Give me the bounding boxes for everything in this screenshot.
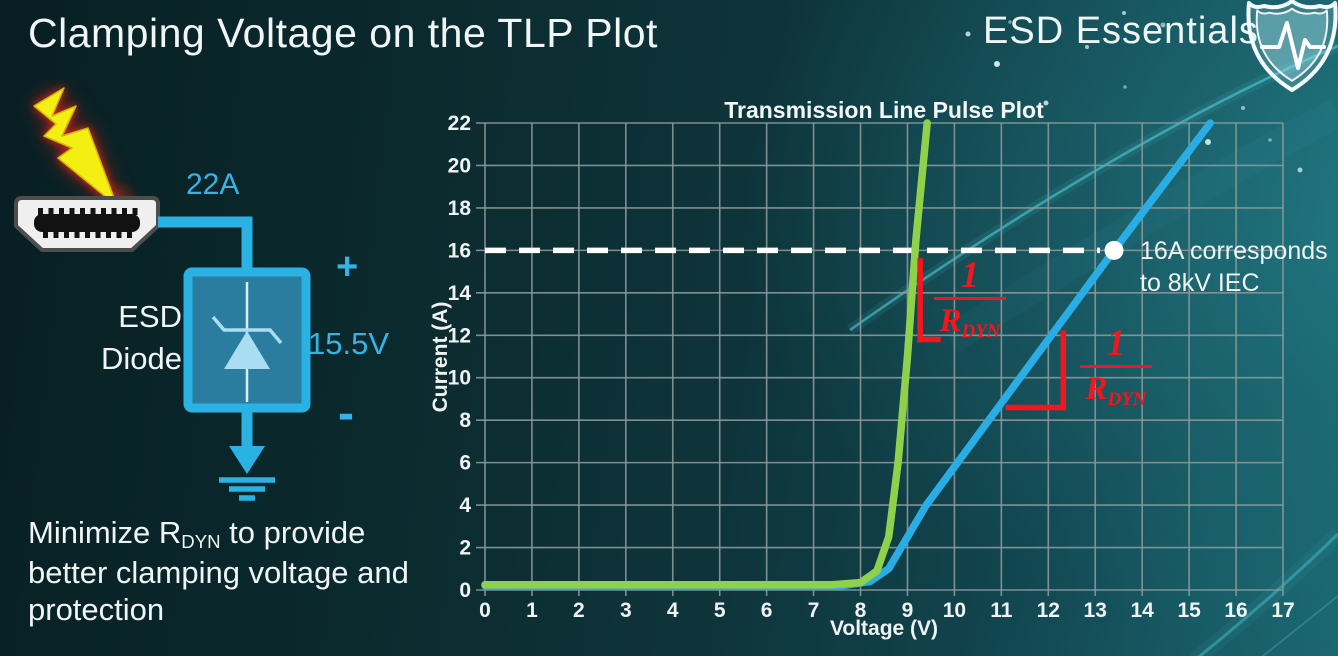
rdyn-denominator-sub: DYN [961,321,1001,342]
wire [158,216,253,273]
y-tick-label: 0 [459,579,471,602]
y-tick-label: 12 [448,324,471,347]
x-tick-label: 2 [573,599,585,622]
esd-diode-label: ESD Diode [58,296,182,380]
threshold-marker-dot [1104,240,1124,260]
x-axis-title: Voltage (V) [830,617,938,640]
x-tick-label: 0 [479,599,491,622]
x-tick-label: 15 [1177,599,1201,622]
caption-lead: Minimize R [28,515,182,550]
y-tick-label: 18 [448,197,472,220]
x-tick-label: 1 [526,599,538,622]
surge-current-label: 22A [186,168,240,201]
takeaway-caption: Minimize RDYN to provide better clamping… [28,514,440,629]
x-tick-label: 12 [1037,599,1060,622]
brand-name: ESD Essentials [983,10,1259,52]
rdyn-fraction-blue: 1 RDYN [1080,324,1152,419]
swoosh-bottom-2 [1261,595,1338,656]
tvs-diode-symbol [183,267,311,413]
page-title: Clamping Voltage on the TLP Plot [28,10,658,56]
y-tick-label: 16 [448,239,471,262]
y-tick-label: 2 [459,537,471,560]
y-tick-label: 8 [459,409,471,432]
y-tick-label: 4 [459,494,471,517]
tlp-plot: 0 1 2 3 4 5 6 7 8 9 10 11 12 13 14 15 16 1702468101214161… [430,97,1328,640]
x-tick-label: 17 [1271,599,1294,622]
swoosh-bottom [1197,532,1338,656]
x-tick-label: 5 [714,599,726,622]
x-tick-label: 3 [620,599,632,622]
x-tick-label: 11 [990,599,1013,622]
marker-note-line2: to 8kV IEC [1140,269,1260,297]
y-tick-label: 14 [448,282,472,305]
x-tick-label: 6 [761,599,773,622]
rdyn-denominator-sub: DYN [1107,389,1147,410]
chart-generated-layers: 0 1 2 3 4 5 6 7 8 9 10 11 12 13 14 15 16 1702468101214161… [448,112,1295,622]
rdyn-numerator: 1 [1080,324,1152,368]
x-tick-label: 9 [902,599,914,622]
esd-circuit-diagram [14,87,311,501]
hdmi-connector-icon [14,196,160,252]
swoosh-bottom-glow [1189,528,1338,656]
x-tick-label: 10 [943,599,966,622]
ground-symbol-icon [219,477,275,501]
x-tick-label: 16 [1224,599,1247,622]
y-tick-label: 10 [448,367,471,390]
marker-note-line1: 16A corresponds [1140,237,1328,265]
x-tick-label: 4 [667,599,679,622]
shield-pulse-logo-icon [1246,0,1338,92]
caption-subscript: DYN [181,531,221,552]
y-tick-label: 6 [459,452,471,475]
swoosh-arc [849,44,1338,332]
swoosh-band [942,98,1338,353]
arrow-head [229,446,265,474]
x-tick-label: 14 [1130,599,1154,622]
rdyn-denominator: R [1085,371,1108,407]
rdyn-fraction-green: 1 RDYN [934,256,1006,351]
polarity-minus-label: - [338,387,354,440]
green-curve-low-rdyn [481,119,931,589]
clamp-voltage-label: 15.5V [308,326,390,361]
esd-diode-label-line1: ESD [118,299,182,334]
x-tick-label: 13 [1084,599,1107,622]
x-tick-label: 7 [808,599,820,622]
polarity-plus-label: + [336,246,359,288]
x-tick-label: 8 [855,599,867,622]
swoosh-arc-glow [846,40,1338,335]
y-tick-label: 20 [448,154,471,177]
caption-rest: to provide better clamping voltage and p… [28,515,409,628]
esd-diode-label-line2: Diode [101,341,182,376]
chart-title: Transmission Line Pulse Plot [724,97,1044,123]
rdyn-numerator: 1 [934,256,1006,300]
star-dots [965,11,1303,173]
y-axis-title: Current (A) [430,302,452,413]
lightning-bolt-icon [33,87,118,207]
rdyn-denominator: R [939,303,962,339]
y-tick-label: 22 [448,112,471,135]
